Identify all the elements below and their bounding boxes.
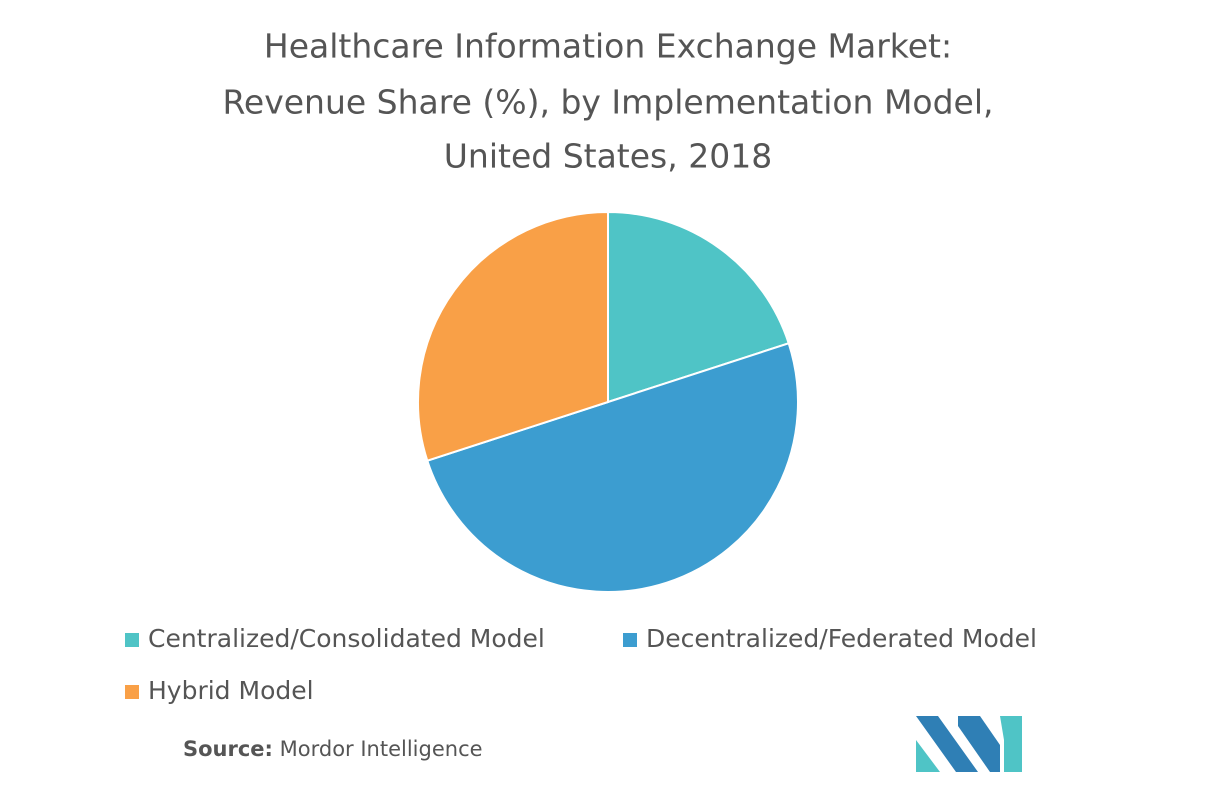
source-label: Source:: [183, 737, 273, 761]
legend-label: Centralized/Consolidated Model: [148, 624, 545, 653]
logo-shape: [916, 716, 978, 772]
legend-label: Hybrid Model: [148, 676, 314, 705]
source-text: Mordor Intelligence: [280, 737, 483, 761]
legend-swatch: [125, 685, 139, 699]
chart-title: Healthcare Information Exchange Market:: [264, 27, 952, 66]
source: Source: Mordor Intelligence: [183, 737, 483, 761]
legend-swatch: [623, 633, 637, 647]
legend-label: Decentralized/Federated Model: [646, 624, 1037, 653]
legend-swatch: [125, 633, 139, 647]
pie-slice: [417, 210, 609, 462]
logo-shape: [958, 716, 1000, 772]
chart-title: United States, 2018: [444, 137, 772, 176]
logo-shape: [916, 740, 940, 772]
pie-slice: [607, 210, 790, 404]
logo-shape: [1000, 716, 1022, 772]
logo: [916, 716, 1022, 772]
pie-slice: [426, 342, 799, 593]
chart-title: Revenue Share (%), by Implementation Mod…: [222, 83, 993, 122]
